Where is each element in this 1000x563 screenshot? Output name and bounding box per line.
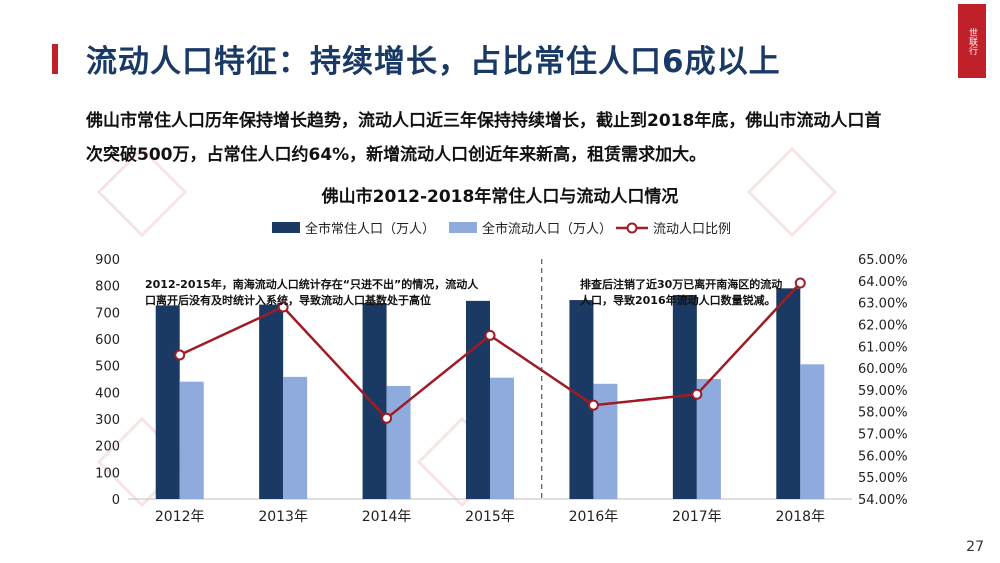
x-axis-tick-label: 2017年	[672, 509, 722, 525]
y-axis-tick-label: 0	[112, 493, 120, 508]
y-axis-tick-label: 500	[95, 360, 120, 375]
summary-line-2: 次突破500万，占常住人口约64%，新增流动人口创近年来新高，租赁需求加大。	[86, 145, 707, 165]
chart-title: 佛山市2012-2018年常住人口与流动人口情况	[321, 187, 679, 207]
y-axis-tick-label: 600	[95, 333, 120, 348]
ratio-point	[174, 349, 186, 361]
bar-resident-population	[362, 303, 387, 499]
y2-axis-tick-label: 61.00%	[858, 340, 908, 355]
bar-resident-population	[466, 300, 490, 499]
bar-resident-population	[259, 304, 284, 499]
brand-logo: 世联行	[958, 4, 986, 78]
bar-resident-population	[776, 288, 801, 499]
title-accent-bar	[52, 44, 58, 74]
x-axis-tick-label: 2016年	[569, 509, 619, 525]
bar-floating-population	[283, 376, 308, 499]
annotation-text: 排查后注销了近30万已离开南海区的流动	[580, 277, 782, 291]
bar-floating-population	[179, 381, 204, 499]
legend-swatch-floating	[449, 222, 477, 233]
bar-resident-population	[155, 305, 180, 499]
ratio-point	[484, 329, 496, 341]
x-axis-tick-label: 2018年	[775, 509, 825, 525]
bar-floating-population	[490, 377, 514, 499]
summary-line-1: 佛山市常住人口历年保持增长趋势，流动人口近三年保持持续增长，截止到2018年底，…	[86, 111, 882, 131]
y2-axis-tick-label: 62.00%	[858, 318, 908, 333]
bar-floating-population	[696, 379, 721, 499]
y-axis-tick-label: 800	[95, 280, 120, 295]
annotation-text: 2012-2015年，南海流动人口统计存在“只进不出”的情况，流动人	[145, 277, 479, 291]
y2-axis-tick-label: 56.00%	[858, 449, 908, 464]
ratio-point	[381, 412, 393, 424]
y-axis-tick-label: 900	[95, 253, 120, 268]
y2-axis-tick-label: 63.00%	[858, 297, 908, 312]
y2-axis-tick-label: 57.00%	[858, 428, 908, 443]
x-axis-tick-label: 2013年	[258, 509, 308, 525]
annotation-text: 口离开后没有及时统计入系统，导致流动人口基数处于高位	[145, 293, 431, 307]
y-axis-tick-label: 100	[95, 466, 120, 481]
ratio-point	[277, 301, 289, 313]
summary-paragraph: 佛山市常住人口历年保持增长趋势，流动人口近三年保持持续增长，截止到2018年底，…	[86, 104, 966, 172]
y2-axis-tick-label: 55.00%	[858, 471, 908, 486]
x-axis-tick-label: 2012年	[155, 509, 205, 525]
ratio-point	[587, 399, 599, 411]
ratio-point	[691, 388, 703, 400]
y2-axis-tick-label: 65.00%	[858, 253, 908, 268]
legend-label-ratio: 流动人口比例	[653, 222, 731, 237]
annotation-text: 人口，导致2016年流动人口数量锐减。	[580, 293, 776, 307]
y2-axis-tick-label: 60.00%	[858, 362, 908, 377]
y-axis-tick-label: 200	[95, 440, 120, 455]
y2-axis-tick-label: 59.00%	[858, 384, 908, 399]
y-axis-tick-label: 400	[95, 386, 120, 401]
y-axis-tick-label: 300	[95, 413, 120, 428]
ratio-point	[794, 277, 806, 289]
legend-label-floating: 全市流动人口（万人）	[482, 221, 612, 237]
bar-resident-population	[569, 300, 594, 499]
y-axis-tick-label: 700	[95, 306, 120, 321]
x-axis-tick-label: 2014年	[362, 509, 412, 525]
y2-axis-tick-label: 54.00%	[858, 493, 908, 508]
page-number: 27	[966, 539, 984, 555]
legend-swatch-ratio-marker	[626, 222, 638, 234]
y2-axis-tick-label: 58.00%	[858, 406, 908, 421]
bar-floating-population	[386, 385, 411, 499]
y2-axis-tick-label: 64.00%	[858, 275, 908, 290]
bar-floating-population	[800, 364, 825, 499]
legend-swatch-resident	[272, 222, 300, 233]
legend-label-resident: 全市常住人口（万人）	[305, 221, 435, 237]
page-title: 流动人口特征：持续增长，占比常住人口6成以上	[86, 44, 781, 80]
x-axis-tick-label: 2015年	[465, 509, 515, 525]
